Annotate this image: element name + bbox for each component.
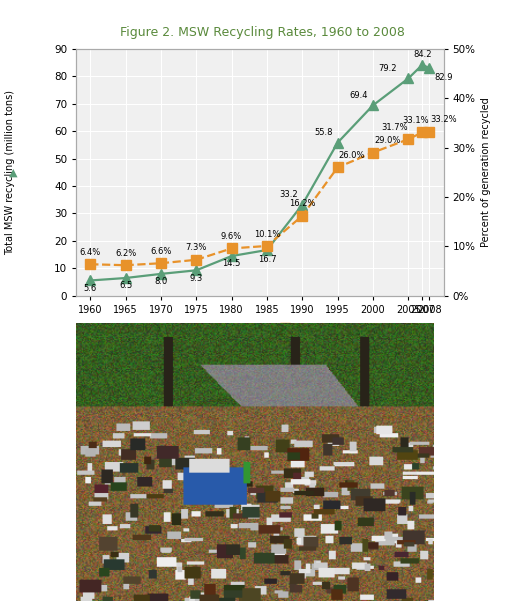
Text: 6.6%: 6.6%: [150, 247, 172, 256]
Text: 5.6: 5.6: [83, 284, 97, 293]
Text: 6.4%: 6.4%: [80, 248, 101, 257]
Text: Figure 2. MSW Recycling Rates, 1960 to 2008: Figure 2. MSW Recycling Rates, 1960 to 2…: [120, 26, 405, 38]
Text: 82.9: 82.9: [434, 73, 453, 82]
Text: 16.2%: 16.2%: [289, 199, 316, 209]
Text: 33.2%: 33.2%: [430, 115, 457, 124]
Text: 29.0%: 29.0%: [374, 136, 400, 145]
Y-axis label: Percent of generation recycled: Percent of generation recycled: [481, 98, 491, 247]
Text: 26.0%: 26.0%: [339, 151, 365, 160]
Text: 33.1%: 33.1%: [402, 116, 429, 125]
Text: 16.7: 16.7: [258, 255, 276, 264]
Y-axis label: Total MSW recycling (million tons): Total MSW recycling (million tons): [5, 90, 15, 255]
Text: 9.3: 9.3: [190, 274, 203, 282]
Text: ▲: ▲: [9, 167, 18, 178]
Text: 6.2%: 6.2%: [115, 249, 136, 258]
Text: 14.5: 14.5: [223, 259, 241, 268]
Text: 31.7%: 31.7%: [381, 123, 407, 132]
Text: 9.6%: 9.6%: [221, 232, 242, 241]
Text: 7.3%: 7.3%: [185, 243, 207, 253]
Text: 33.2: 33.2: [279, 190, 298, 199]
Legend: Total MSW recycling, Percent recycling: Total MSW recycling, Percent recycling: [122, 319, 398, 337]
Text: 79.2: 79.2: [378, 64, 396, 73]
Text: 6.5: 6.5: [119, 281, 132, 290]
Text: 69.4: 69.4: [350, 91, 368, 100]
Text: 55.8: 55.8: [314, 128, 333, 137]
Text: 84.2: 84.2: [413, 50, 432, 59]
Text: 10.1%: 10.1%: [254, 229, 280, 239]
Text: 8.0: 8.0: [154, 277, 167, 286]
